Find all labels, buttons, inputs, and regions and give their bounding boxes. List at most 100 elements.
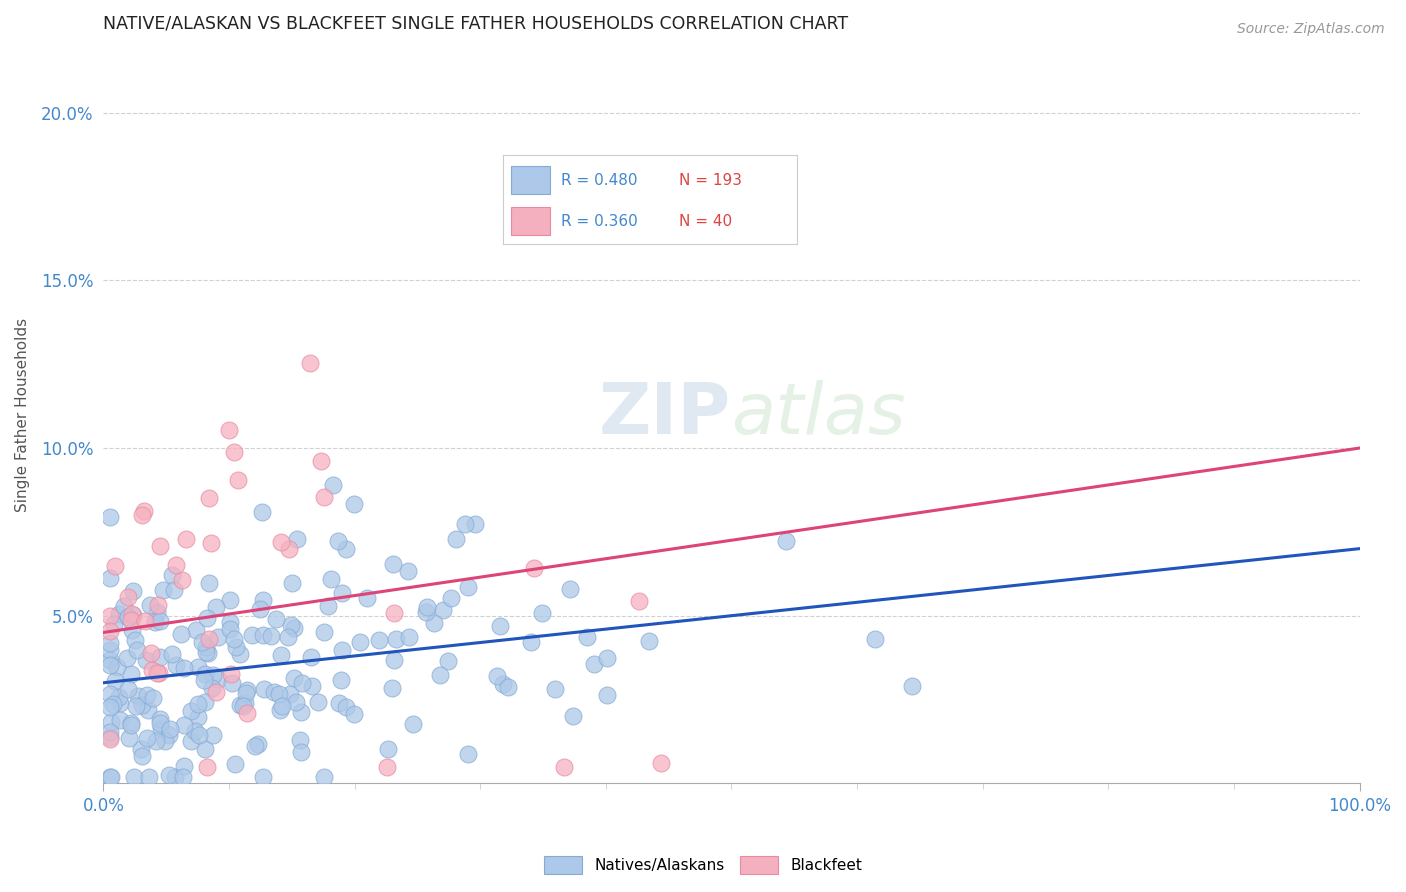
Point <box>381 681 404 695</box>
Text: R = 0.480: R = 0.480 <box>561 173 638 187</box>
Point <box>290 745 312 759</box>
Point <box>194 667 217 681</box>
Point <box>221 675 243 690</box>
Point <box>105 660 128 674</box>
Point <box>278 687 301 701</box>
Point <box>280 617 302 632</box>
Point <box>100 714 122 729</box>
Point <box>316 599 339 614</box>
Point <box>169 626 191 640</box>
Point <box>163 582 186 597</box>
Point <box>125 643 148 657</box>
Point <box>121 607 143 622</box>
Point <box>277 542 299 557</box>
Point <box>135 653 157 667</box>
FancyBboxPatch shape <box>512 166 550 194</box>
Point <box>198 632 221 646</box>
Point <box>149 716 172 731</box>
Point <box>595 688 617 702</box>
Point <box>115 651 138 665</box>
Point <box>207 672 229 686</box>
Point <box>186 697 208 711</box>
Point <box>98 509 121 524</box>
Point <box>173 661 195 675</box>
Point <box>453 517 475 532</box>
Point <box>98 624 121 639</box>
Point <box>149 539 172 553</box>
Point <box>118 731 141 745</box>
Point <box>243 739 266 754</box>
Point <box>224 757 246 772</box>
Point <box>398 630 420 644</box>
Point <box>205 600 228 615</box>
Point <box>131 748 153 763</box>
Point <box>326 533 349 548</box>
Point <box>134 614 156 628</box>
Point <box>377 759 399 773</box>
Point <box>329 673 352 688</box>
Point <box>200 536 222 550</box>
Point <box>233 697 256 711</box>
Point <box>191 635 214 649</box>
Point <box>416 600 439 615</box>
Point <box>98 730 121 744</box>
Point <box>523 561 546 575</box>
Point <box>558 582 581 596</box>
Point <box>193 673 215 687</box>
Point <box>98 725 121 739</box>
Point <box>863 632 886 646</box>
Point <box>98 770 121 784</box>
Point <box>173 718 195 732</box>
Point <box>218 622 240 636</box>
Point <box>247 737 270 751</box>
Text: N = 40: N = 40 <box>679 214 733 228</box>
Point <box>142 690 165 705</box>
Point <box>117 590 139 604</box>
Point <box>98 732 121 747</box>
Point <box>322 478 344 492</box>
Point <box>117 610 139 624</box>
Point <box>98 687 121 701</box>
Point <box>283 621 305 635</box>
Point <box>98 643 121 657</box>
Point <box>650 756 672 770</box>
FancyBboxPatch shape <box>512 207 550 235</box>
Point <box>301 679 323 693</box>
Point <box>172 770 194 784</box>
Point <box>553 759 575 773</box>
Point <box>98 657 121 672</box>
Point <box>232 698 254 713</box>
Point <box>148 666 170 681</box>
Point <box>138 598 160 612</box>
Point <box>330 642 353 657</box>
Point <box>149 649 172 664</box>
Point <box>165 657 187 672</box>
Point <box>236 682 259 697</box>
Point <box>349 635 371 649</box>
Point <box>149 721 172 735</box>
Point <box>321 572 343 586</box>
Point <box>464 517 486 532</box>
Point <box>174 533 197 547</box>
Point <box>312 770 335 784</box>
Point <box>125 699 148 714</box>
Point <box>628 594 651 608</box>
Point <box>159 723 181 737</box>
Point <box>219 666 242 681</box>
Point <box>270 535 292 549</box>
Point <box>225 640 247 654</box>
Point <box>146 606 169 620</box>
Point <box>576 630 599 644</box>
Point <box>207 630 229 644</box>
Point <box>492 677 515 691</box>
Point <box>149 712 172 726</box>
Point <box>153 734 176 748</box>
Point <box>429 667 451 681</box>
Point <box>149 614 172 628</box>
Point <box>496 680 519 694</box>
Point <box>136 731 159 745</box>
Point <box>377 741 399 756</box>
Point <box>163 770 186 784</box>
Point <box>201 681 224 695</box>
Point <box>457 581 479 595</box>
